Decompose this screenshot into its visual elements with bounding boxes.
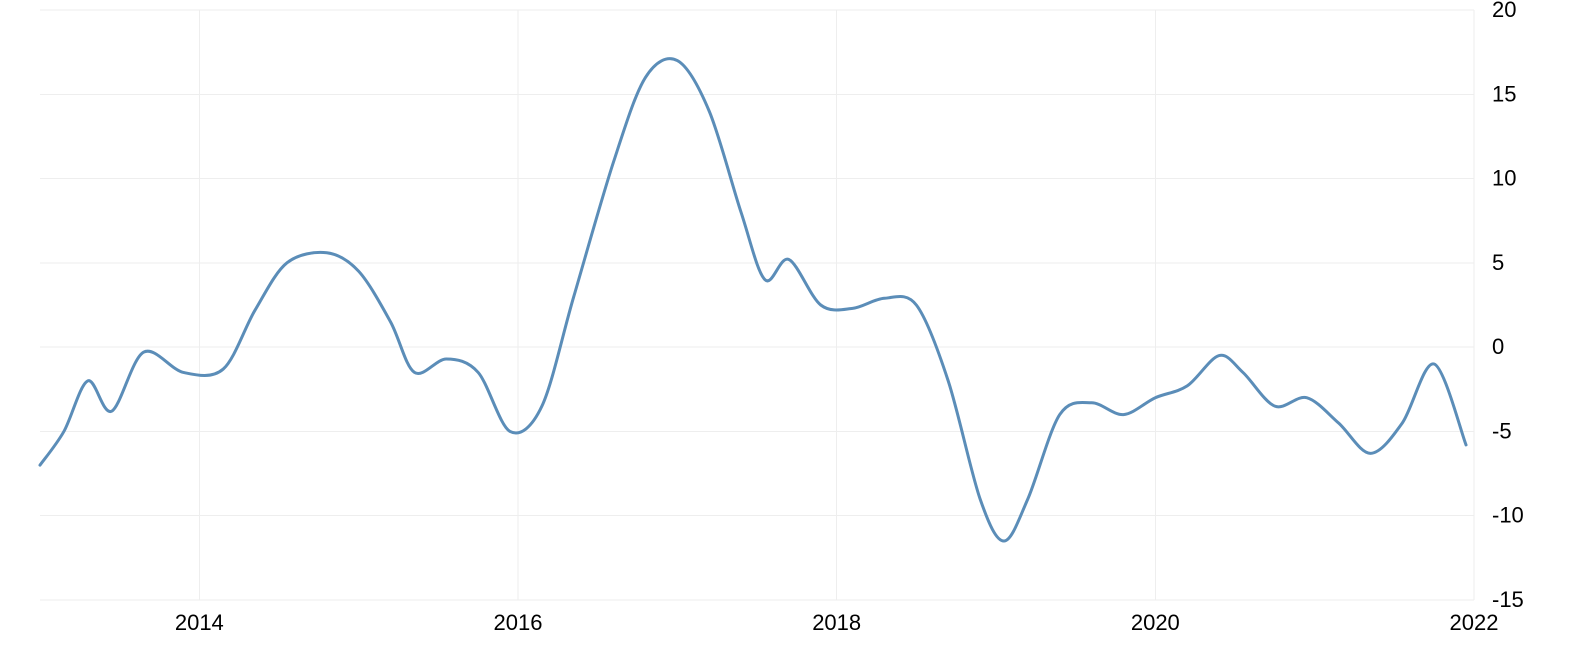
y-axis-tick-label: 0	[1492, 334, 1504, 359]
y-axis-tick-label: -10	[1492, 503, 1524, 528]
x-axis-tick-label: 2020	[1131, 610, 1180, 635]
x-axis-tick-label: 2016	[494, 610, 543, 635]
y-axis-tick-label: 10	[1492, 166, 1516, 191]
line-chart: -15 -10 -5 0 5 10 15 20 2014 2016 2018 2020 2022	[0, 0, 1594, 668]
chart-svg: -15 -10 -5 0 5 10 15 20 2014 2016 2018 2020 2022	[0, 0, 1594, 668]
x-axis-tick-label: 2022	[1450, 610, 1499, 635]
y-axis-tick-label: 15	[1492, 81, 1516, 106]
x-axis-tick-label: 2018	[812, 610, 861, 635]
y-axis-tick-label: 5	[1492, 250, 1504, 275]
x-axis-tick-label: 2014	[175, 610, 224, 635]
chart-background	[0, 0, 1594, 668]
y-axis-tick-label: 20	[1492, 0, 1516, 22]
y-axis-tick-label: -5	[1492, 418, 1512, 443]
y-axis-tick-label: -15	[1492, 587, 1524, 612]
